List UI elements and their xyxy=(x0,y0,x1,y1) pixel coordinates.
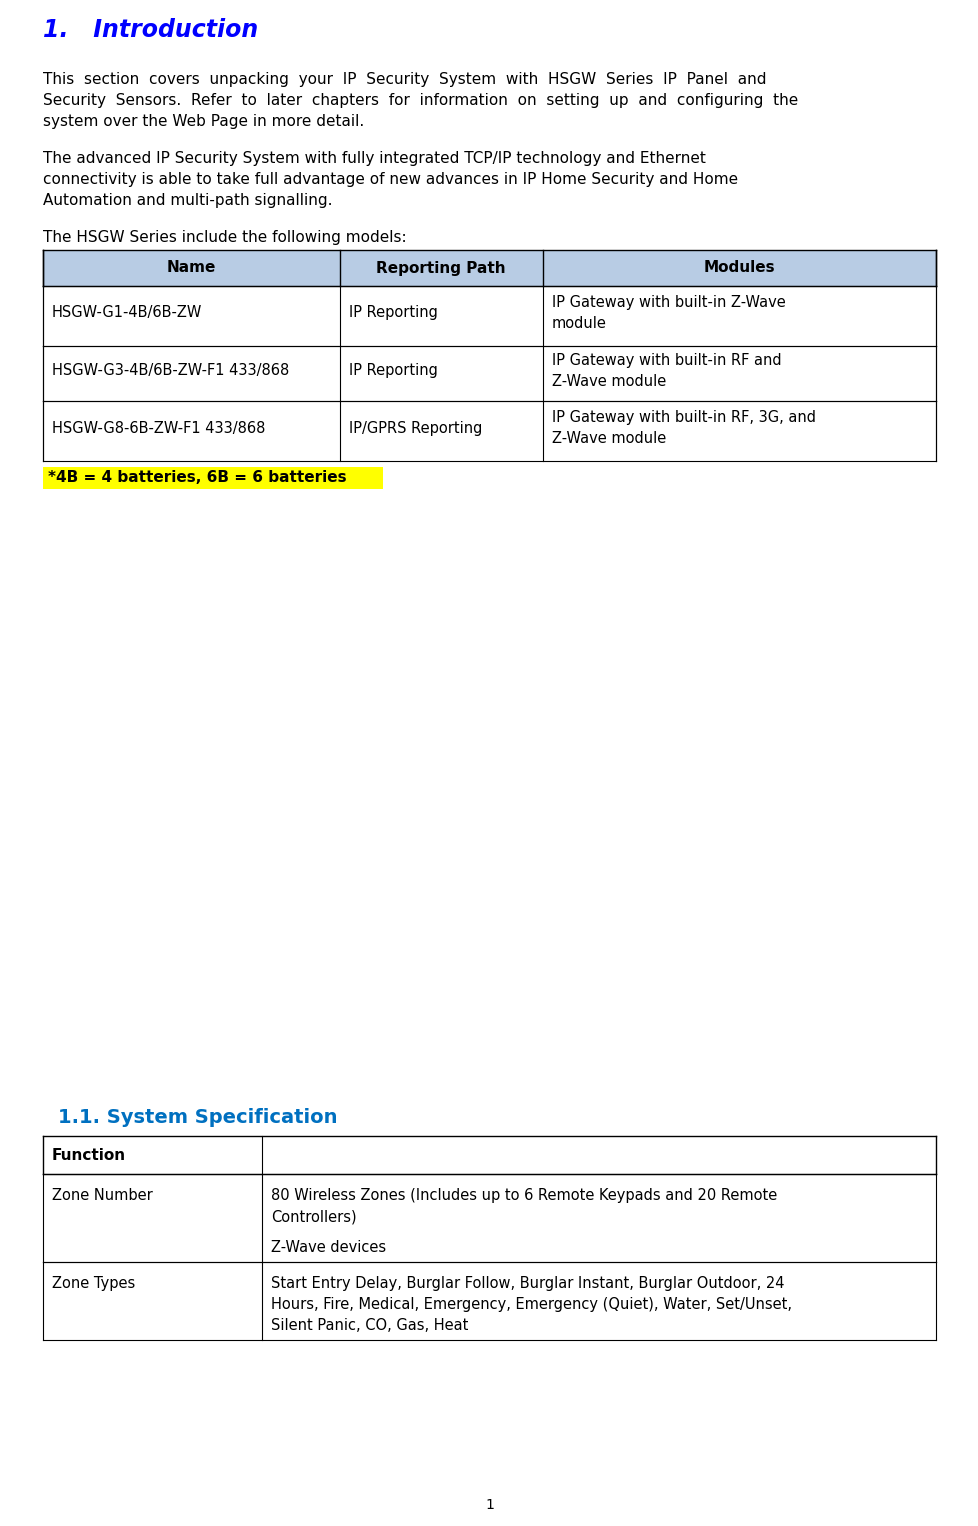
Text: Z-Wave devices: Z-Wave devices xyxy=(271,1241,385,1254)
Text: Z-Wave module: Z-Wave module xyxy=(552,374,666,389)
Bar xyxy=(43,401,935,461)
Text: 1.   Introduction: 1. Introduction xyxy=(43,18,258,43)
Bar xyxy=(43,285,935,346)
Text: Automation and multi-path signalling.: Automation and multi-path signalling. xyxy=(43,192,333,208)
Text: 1: 1 xyxy=(484,1499,494,1512)
Bar xyxy=(43,467,382,488)
Text: *4B = 4 batteries, 6B = 6 batteries: *4B = 4 batteries, 6B = 6 batteries xyxy=(48,470,346,485)
Text: 1.1. System Specification: 1.1. System Specification xyxy=(58,1108,337,1128)
Text: HSGW-G3-4B/6B-ZW-F1 433/868: HSGW-G3-4B/6B-ZW-F1 433/868 xyxy=(52,363,289,378)
Text: Name: Name xyxy=(166,261,216,276)
Text: module: module xyxy=(552,316,606,331)
Text: Zone Types: Zone Types xyxy=(52,1276,135,1291)
Text: Reporting Path: Reporting Path xyxy=(377,261,506,276)
Text: system over the Web Page in more detail.: system over the Web Page in more detail. xyxy=(43,114,364,130)
Text: IP Gateway with built-in RF, 3G, and: IP Gateway with built-in RF, 3G, and xyxy=(552,410,816,426)
Bar xyxy=(43,1173,935,1262)
Text: Zone Number: Zone Number xyxy=(52,1189,153,1202)
Text: HSGW-G1-4B/6B-ZW: HSGW-G1-4B/6B-ZW xyxy=(52,305,202,320)
Text: IP Reporting: IP Reporting xyxy=(348,305,437,320)
Text: IP Reporting: IP Reporting xyxy=(348,363,437,378)
Text: Modules: Modules xyxy=(703,261,775,276)
Bar xyxy=(43,1262,935,1340)
Text: HSGW-G8-6B-ZW-F1 433/868: HSGW-G8-6B-ZW-F1 433/868 xyxy=(52,421,265,435)
Text: 80 Wireless Zones (Includes up to 6 Remote Keypads and 20 Remote: 80 Wireless Zones (Includes up to 6 Remo… xyxy=(271,1189,777,1202)
Bar xyxy=(43,346,935,401)
Text: IP Gateway with built-in RF and: IP Gateway with built-in RF and xyxy=(552,353,780,368)
Text: Security  Sensors.  Refer  to  later  chapters  for  information  on  setting  u: Security Sensors. Refer to later chapter… xyxy=(43,93,797,108)
Text: Hours, Fire, Medical, Emergency, Emergency (Quiet), Water, Set/Unset,: Hours, Fire, Medical, Emergency, Emergen… xyxy=(271,1297,791,1312)
Text: Silent Panic, CO, Gas, Heat: Silent Panic, CO, Gas, Heat xyxy=(271,1318,467,1334)
Bar xyxy=(43,250,935,285)
Text: connectivity is able to take full advantage of new advances in IP Home Security : connectivity is able to take full advant… xyxy=(43,172,737,188)
Text: Function: Function xyxy=(52,1148,126,1163)
Text: IP Gateway with built-in Z-Wave: IP Gateway with built-in Z-Wave xyxy=(552,295,785,310)
Text: Z-Wave module: Z-Wave module xyxy=(552,430,666,446)
Text: Controllers): Controllers) xyxy=(271,1209,356,1224)
Text: The advanced IP Security System with fully integrated TCP/IP technology and Ethe: The advanced IP Security System with ful… xyxy=(43,151,705,166)
Text: This  section  covers  unpacking  your  IP  Security  System  with  HSGW  Series: This section covers unpacking your IP Se… xyxy=(43,72,766,87)
Text: The HSGW Series include the following models:: The HSGW Series include the following mo… xyxy=(43,230,406,246)
Bar xyxy=(43,1135,935,1173)
Text: IP/GPRS Reporting: IP/GPRS Reporting xyxy=(348,421,481,435)
Text: Start Entry Delay, Burglar Follow, Burglar Instant, Burglar Outdoor, 24: Start Entry Delay, Burglar Follow, Burgl… xyxy=(271,1276,783,1291)
